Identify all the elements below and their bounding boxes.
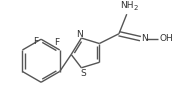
Text: OH: OH	[160, 34, 174, 43]
Text: F: F	[33, 37, 38, 46]
Text: NH: NH	[120, 1, 133, 10]
Text: F: F	[54, 38, 59, 47]
Text: N: N	[141, 34, 148, 43]
Text: N: N	[76, 30, 83, 39]
Text: S: S	[80, 69, 86, 78]
Text: 2: 2	[133, 5, 138, 11]
